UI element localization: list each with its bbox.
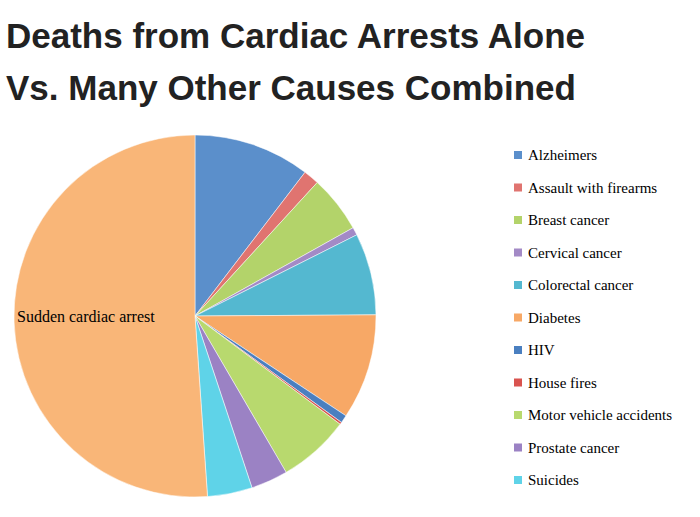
legend-swatch — [514, 314, 522, 322]
legend-swatch — [514, 346, 522, 354]
slice-label: Sudden cardiac arrest — [17, 308, 155, 325]
legend-swatch — [514, 151, 522, 159]
legend-swatch — [514, 476, 522, 484]
legend-swatch — [514, 444, 522, 452]
legend-swatch — [514, 281, 522, 289]
chart: Deaths from Cardiac Arrests Alone Vs. Man… — [0, 0, 700, 517]
title-line: Vs. Many Other Causes Combined — [6, 68, 576, 107]
legend-label: Suicides — [528, 472, 579, 488]
slice — [14, 135, 207, 497]
legend-label: HIV — [528, 342, 555, 358]
legend-swatch — [514, 411, 522, 419]
pie — [14, 135, 376, 497]
legend-swatch — [514, 379, 522, 387]
legend-swatch — [514, 249, 522, 257]
legend-swatch — [514, 216, 522, 224]
legend-label: Colorectal cancer — [528, 277, 633, 293]
legend-label: House fires — [528, 375, 597, 391]
legend-label: Alzheimers — [528, 147, 597, 163]
legend: Alzheimers Assault with firearms Breast ca… — [514, 147, 672, 488]
legend-label: Cervical cancer — [528, 245, 622, 261]
legend-label: Motor vehicle accidents — [528, 407, 672, 423]
legend-swatch — [514, 184, 522, 192]
legend-label: Breast cancer — [528, 212, 609, 228]
legend-label: Diabetes — [528, 310, 581, 326]
title: Deaths from Cardiac Arrests Alone Vs. Man… — [6, 16, 585, 107]
legend-label: Prostate cancer — [528, 440, 619, 456]
title-line: Deaths from Cardiac Arrests Alone — [6, 16, 585, 55]
slice — [195, 235, 376, 316]
legend-label: Assault with firearms — [528, 180, 657, 196]
